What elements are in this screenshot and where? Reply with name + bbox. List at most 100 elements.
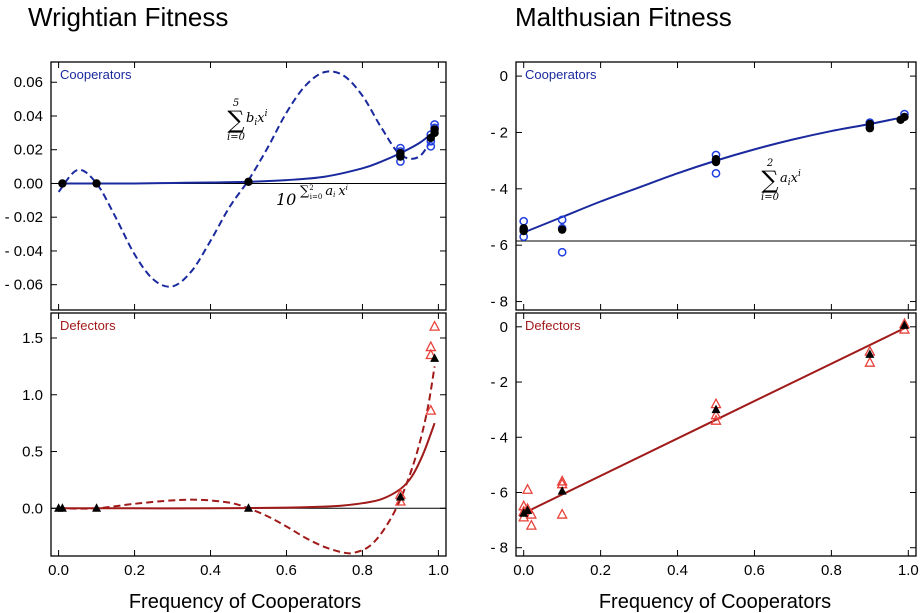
filled-circle-point — [711, 157, 721, 167]
open-triangle-point — [864, 356, 876, 367]
open-triangle-point — [425, 404, 437, 415]
series-group — [519, 109, 909, 257]
y-tick-label: - 4 — [490, 181, 508, 198]
filled-circle-point — [865, 124, 875, 133]
filled-triangle-point — [557, 486, 567, 495]
open-circle-point — [519, 216, 529, 226]
filled-triangle-point — [519, 508, 529, 517]
x-tick-label: 0.2 — [124, 562, 145, 579]
y-tick-label: 0 — [500, 68, 508, 85]
open-triangle-point — [710, 408, 722, 420]
formula-sum: ∑ — [761, 166, 778, 194]
open-triangle-point — [394, 495, 407, 506]
filled-triangle-point — [395, 491, 405, 501]
solid-line — [58, 130, 436, 185]
dashed-line — [57, 70, 436, 288]
formula-sum: ∑ — [227, 106, 244, 134]
filled-circle-point — [92, 179, 101, 188]
open-circle-point — [557, 247, 567, 257]
dashed-line — [58, 366, 436, 555]
formula-base: 10 — [276, 190, 296, 209]
xlabel-left: Frequency of Cooperators — [129, 591, 361, 613]
plot-frame — [50, 61, 447, 311]
title-wrightian: Wrightian Fitness — [28, 2, 228, 32]
y-tick-label: 1.5 — [22, 330, 43, 347]
x-tick-label: 1.0 — [898, 562, 919, 579]
formula-upper: 5 — [233, 98, 239, 109]
filled-triangle-point — [57, 503, 67, 512]
plot-frame — [50, 312, 447, 557]
y-tick-label: - 8 — [490, 294, 508, 311]
panel-wrightian-defectors: 1.5 1.0 0.5 0.0 0.0 0.2 0.4 0.6 0.8 1.0 Defectors — [22, 312, 449, 579]
open-circle-point — [426, 142, 436, 151]
plot-frame — [515, 312, 917, 557]
x-tick-label: 0.2 — [590, 562, 611, 579]
filled-triangle-point — [523, 505, 533, 514]
panel-label: Defectors — [525, 318, 581, 333]
x-tick-label: 0.8 — [352, 562, 373, 579]
formula-lower: i=0 — [761, 192, 780, 203]
y-tick-label: - 8 — [490, 540, 508, 557]
y-tick-label: 0.00 — [14, 175, 43, 192]
filled-circle-point — [430, 125, 439, 134]
x-tick-label: 1.0 — [428, 562, 449, 579]
x-tick-label: 0.0 — [48, 562, 69, 579]
filled-circle-point — [58, 179, 67, 188]
formula-body: bixi — [246, 109, 268, 128]
open-triangle-point — [521, 483, 534, 494]
open-circle-point — [711, 168, 721, 178]
y-tick-label: - 6 — [490, 484, 508, 501]
panel-label: Cooperators — [525, 67, 597, 82]
open-circle-point — [557, 215, 567, 225]
x-tick-label: 0.6 — [744, 562, 765, 579]
y-tick-label: - 0.04 — [5, 243, 43, 260]
open-triangle-point — [425, 340, 437, 352]
formula-lower: i=0 — [227, 132, 246, 143]
plot-frame — [515, 61, 917, 311]
y-tick-label: 1.0 — [22, 387, 43, 404]
filled-triangle-point — [899, 320, 909, 329]
filled-triangle-point — [430, 353, 440, 362]
x-tick-label: 0.0 — [513, 562, 534, 579]
series-group — [54, 320, 441, 555]
y-tick-label: 0.04 — [14, 108, 43, 125]
filled-triangle-point — [865, 349, 875, 358]
open-triangle-point — [556, 475, 568, 486]
panel-label: Defectors — [60, 318, 116, 333]
y-tick-label: 0.5 — [22, 444, 43, 461]
x-tick-label: 0.4 — [200, 562, 221, 579]
filled-circle-point — [396, 148, 405, 158]
panels: 0.060.040.020.00- 0.02- 0.04- 0.06Cooper… — [5, 61, 919, 579]
open-triangle-point — [429, 320, 441, 331]
filled-triangle-point — [92, 503, 102, 512]
open-triangle-point — [710, 414, 722, 425]
title-malthusian: Malthusian Fitness — [515, 2, 732, 32]
y-tick-label: - 0.06 — [5, 277, 43, 294]
formula-exp-body: ∑2 i=0 ai xi — [300, 184, 348, 201]
y-tick-label: - 2 — [490, 374, 508, 391]
filled-circle-point — [519, 226, 528, 236]
y-tick-label: - 0.02 — [5, 209, 43, 226]
filled-triangle-point — [244, 503, 253, 512]
series-group — [57, 70, 439, 288]
formula-body: aixi — [780, 169, 801, 188]
panel-malthusian-defectors: 0 - 2 - 4 - 6 - 8 0.0 0.2 0.4 0.6 0.8 1.0 Defectors — [490, 312, 919, 579]
x-tick-label: 0.8 — [821, 562, 842, 579]
open-triangle-point — [556, 508, 568, 519]
panel-wrightian-cooperators: 0.06 0.04 0.02 0.00 - 0.02 - 0.04 - 0.06 Cooper… — [5, 61, 447, 311]
formula-exponential: 10 ∑2 i=0 ai xi — [276, 184, 348, 209]
y-tick-label: - 4 — [490, 429, 508, 446]
xlabel-right: Frequency of Cooperators — [599, 591, 831, 613]
formula-upper: 2 — [766, 158, 773, 169]
y-tick-label: 0.02 — [14, 142, 43, 159]
filled-circle-point — [900, 112, 909, 122]
y-tick-label: - 2 — [490, 124, 508, 141]
y-tick-label: 0.0 — [22, 500, 43, 517]
filled-circle-point — [557, 225, 567, 234]
y-tick-label: - 6 — [490, 237, 508, 254]
open-triangle-point — [525, 519, 537, 530]
